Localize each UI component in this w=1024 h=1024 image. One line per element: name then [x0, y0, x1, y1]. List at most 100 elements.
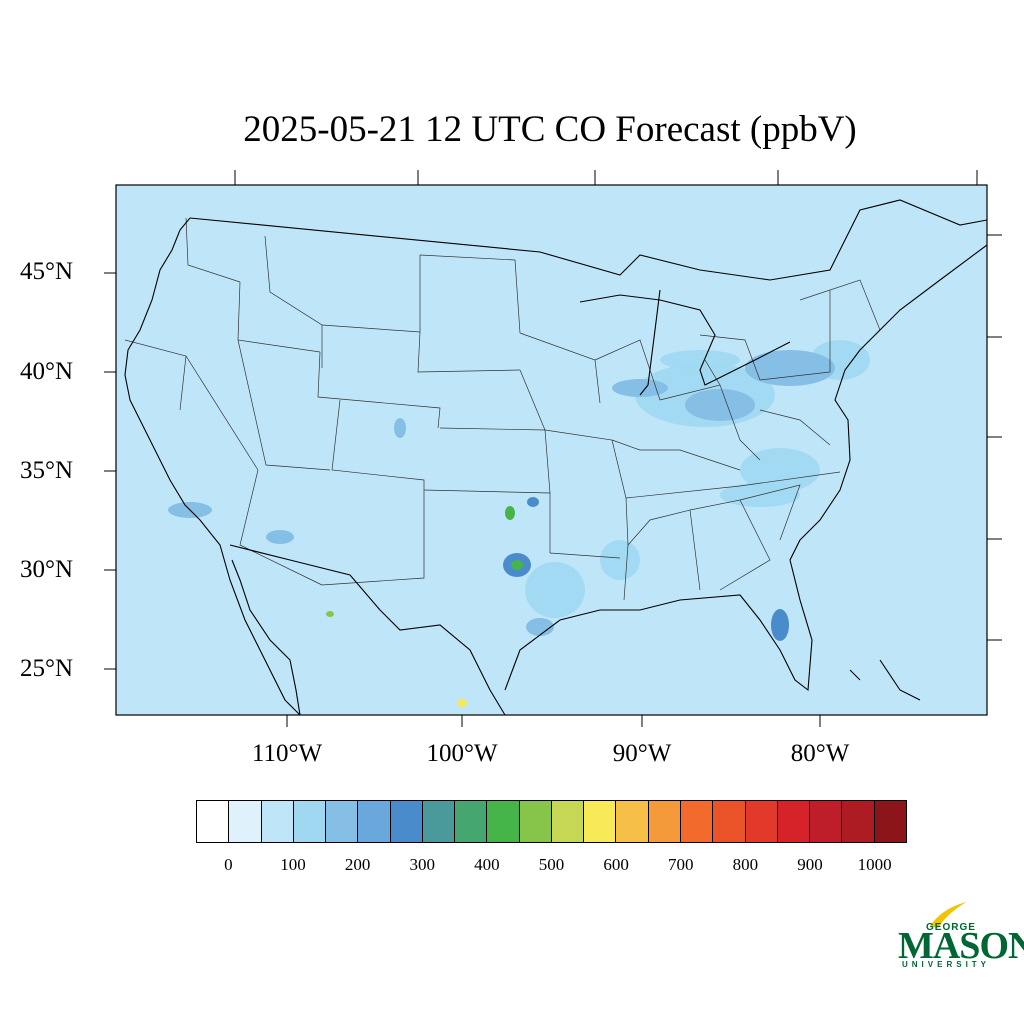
lon-label-90w: 90°W [612, 740, 672, 767]
state-border [264, 235, 323, 368]
state-border [239, 469, 323, 586]
colorbar-cell [326, 801, 359, 842]
colorbar-cell [390, 801, 423, 842]
state-border [627, 509, 701, 591]
co-plume-oklahoma-city [505, 506, 515, 520]
colorbar-cell [551, 801, 585, 842]
state-border [799, 279, 881, 331]
colorbar-cell [358, 801, 391, 842]
co-plume-ohio-valley [685, 389, 755, 421]
co-plume-phoenix [266, 530, 294, 544]
co-plume-chicago [612, 379, 668, 397]
lat-label-25n: 25°N [20, 655, 74, 682]
swoosh-icon [930, 902, 966, 928]
co-plume-miami [771, 609, 789, 641]
colorbar-tick-label: 100 [280, 855, 306, 874]
state-border [179, 355, 187, 411]
coastline-segment [879, 659, 921, 701]
colorbar-tick-label: 1000 [857, 855, 892, 874]
state-border [317, 351, 441, 429]
colorbar-cell [874, 801, 906, 842]
state-border [417, 331, 521, 373]
co-plume-dallas [511, 560, 523, 570]
state-border [549, 552, 621, 559]
coastline-segment [189, 199, 988, 281]
state-border [659, 384, 761, 461]
lat-label-30n: 30°N [20, 556, 74, 583]
coastline-segment [579, 294, 661, 303]
colorbar-tick-label: 700 [668, 855, 694, 874]
colorbar-tick-label: 200 [344, 855, 371, 874]
state-border [625, 471, 841, 499]
colorbar-tick-label: 800 [732, 855, 759, 874]
lon-label-100w: 100°W [426, 740, 498, 767]
co-plume-houston [526, 618, 554, 636]
lon-label-110w: 110°W [251, 740, 323, 767]
coastline-segment [229, 544, 506, 716]
state-border [185, 217, 241, 283]
colorbar-cell [584, 801, 617, 842]
state-border [611, 439, 741, 471]
george-mason-logo: GEORGE MASON UNIVERSITY [898, 900, 1024, 970]
state-border [594, 339, 661, 401]
colorbar-tick-label: 400 [474, 855, 500, 874]
colorbar-tick-label: 900 [797, 855, 823, 874]
colorbar-cell [810, 801, 843, 842]
colorbar-cell [745, 801, 778, 842]
state-border [704, 359, 721, 386]
colorbar-cell [616, 801, 649, 842]
co-plume-northeast-corridor [745, 350, 835, 386]
co-plume-denver [394, 418, 406, 438]
state-border [699, 334, 831, 381]
colorbar-cell [422, 801, 456, 842]
lat-label-35n: 35°N [20, 457, 74, 484]
lon-label-80w: 80°W [790, 740, 850, 767]
co-haze-region [600, 540, 640, 580]
colorbar-cell [487, 801, 520, 842]
state-border [519, 369, 546, 431]
colorbar-cell [713, 801, 746, 842]
colorbar-tick-label: 500 [538, 855, 565, 874]
state-border [689, 499, 771, 591]
coastline-segment [659, 299, 791, 386]
state-borders [124, 217, 881, 601]
colorbar-cell [648, 801, 681, 842]
colorbar-cell [261, 801, 294, 842]
lat-label-40n: 40°N [20, 358, 74, 385]
coastline-segment [124, 217, 301, 716]
map-frame [115, 184, 988, 716]
co-plume-monterrey [457, 699, 467, 707]
colorbar-cell [229, 801, 262, 842]
map-title: 2025-05-21 12 UTC CO Forecast (ppbV) [243, 109, 857, 150]
colorbar-cell [293, 801, 327, 842]
logo-university: UNIVERSITY [902, 960, 991, 969]
logo-mason: MASON [898, 925, 1024, 967]
logo-george: GEORGE [926, 922, 976, 933]
colorbar-tick-label: 300 [409, 855, 435, 874]
colorbar-tick-label: 600 [603, 855, 629, 874]
state-border [419, 254, 521, 334]
colorbar-cell [777, 801, 811, 842]
co-plume-chihuahua [326, 611, 334, 617]
co-haze-region [660, 350, 740, 370]
state-border [237, 339, 331, 471]
state-border [321, 399, 425, 586]
colorbar-cell [680, 801, 714, 842]
co-concentration-contours [168, 340, 870, 707]
colorbar-cell [519, 801, 552, 842]
colorbar-cell [455, 801, 488, 842]
co-haze-region [525, 562, 585, 618]
state-border [759, 409, 831, 446]
coastline-segment [504, 244, 988, 692]
coastline-segment [849, 669, 861, 681]
colorbar [196, 800, 907, 843]
coastline [124, 199, 988, 716]
colorbar-cell [842, 801, 875, 842]
coastline-segment [639, 289, 661, 396]
colorbar-cell [197, 801, 230, 842]
axis-ticks [104, 170, 1002, 727]
colorbar-tick-label: 0 [224, 855, 233, 874]
lat-label-45n: 45°N [20, 258, 74, 285]
co-plume-oklahoma-city [527, 497, 539, 507]
